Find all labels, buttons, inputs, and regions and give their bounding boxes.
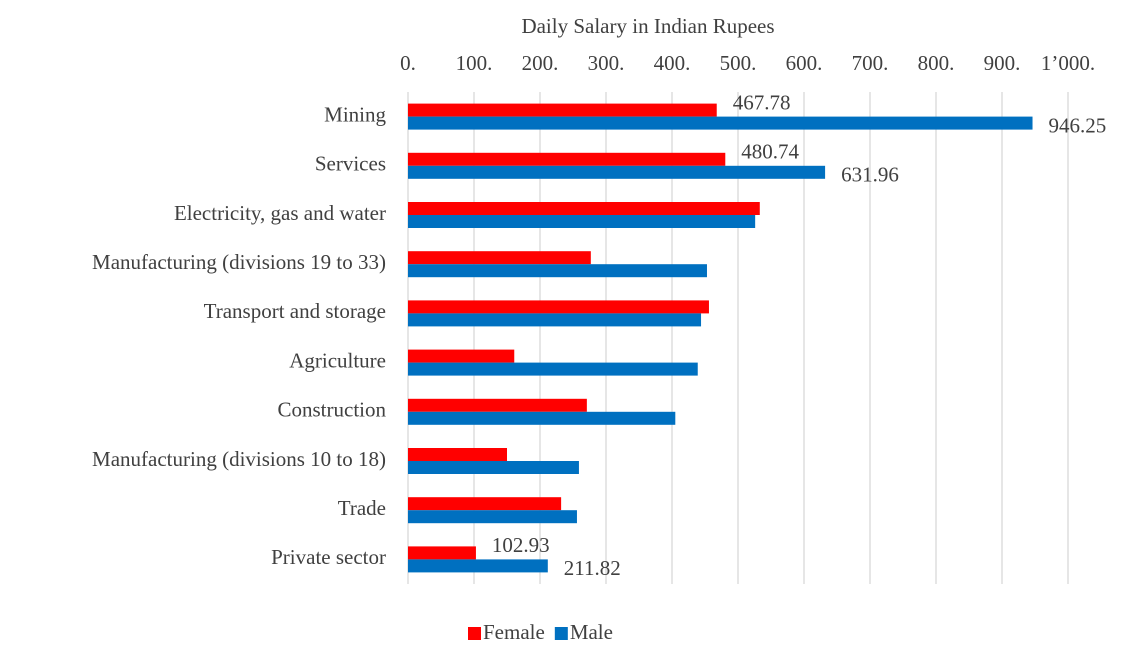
legend-label: Female (483, 620, 545, 644)
data-label: 946.25 (1049, 113, 1107, 137)
x-tick-label: 0. (400, 51, 416, 75)
bar (408, 215, 756, 228)
bar (408, 559, 548, 573)
bar (408, 202, 760, 215)
bar (408, 300, 709, 314)
data-label: 467.78 (733, 90, 791, 114)
y-tick-label: Private sector (271, 545, 386, 569)
bar (408, 448, 507, 461)
y-tick-label: Construction (278, 398, 387, 422)
bar (408, 103, 717, 117)
bar (408, 152, 726, 166)
bar (408, 251, 591, 265)
x-tick-label: 200. (522, 51, 559, 75)
legend-swatch (468, 627, 481, 640)
bar (408, 510, 577, 524)
y-tick-label: Electricity, gas and water (174, 201, 386, 225)
bar (408, 264, 707, 278)
data-label: 631.96 (841, 163, 899, 187)
bar (408, 116, 1033, 130)
y-tick-label: Mining (324, 102, 386, 126)
y-tick-label: Transport and storage (204, 299, 386, 323)
bar (408, 362, 698, 376)
data-label: 102.93 (492, 533, 550, 557)
x-tick-label: 100. (456, 51, 493, 75)
bar (408, 349, 515, 363)
y-tick-label: Manufacturing (divisions 19 to 33) (92, 250, 386, 274)
bar (408, 461, 579, 474)
bar (408, 497, 562, 511)
bar (408, 165, 826, 179)
bar (408, 398, 587, 412)
data-label: 211.82 (564, 556, 621, 580)
axis-title: Daily Salary in Indian Rupees (521, 14, 774, 38)
y-tick-label: Trade (338, 496, 386, 520)
legend-label: Male (570, 620, 613, 644)
legend-swatch (554, 627, 568, 640)
x-tick-label: 400. (654, 51, 691, 75)
x-tick-label: 600. (786, 51, 823, 75)
x-tick-label: 1’000. (1041, 51, 1095, 75)
x-tick-label: 300. (588, 51, 625, 75)
bar (408, 411, 676, 425)
x-tick-label: 800. (918, 51, 955, 75)
bar (408, 313, 702, 327)
y-tick-label: Manufacturing (divisions 10 to 18) (92, 447, 386, 471)
bar (408, 546, 476, 560)
x-tick-label: 700. (852, 51, 889, 75)
y-tick-label: Agriculture (289, 348, 386, 372)
x-tick-label: 900. (984, 51, 1021, 75)
x-tick-label: 500. (720, 51, 757, 75)
y-tick-label: Services (315, 152, 386, 176)
data-label: 480.74 (741, 140, 799, 164)
